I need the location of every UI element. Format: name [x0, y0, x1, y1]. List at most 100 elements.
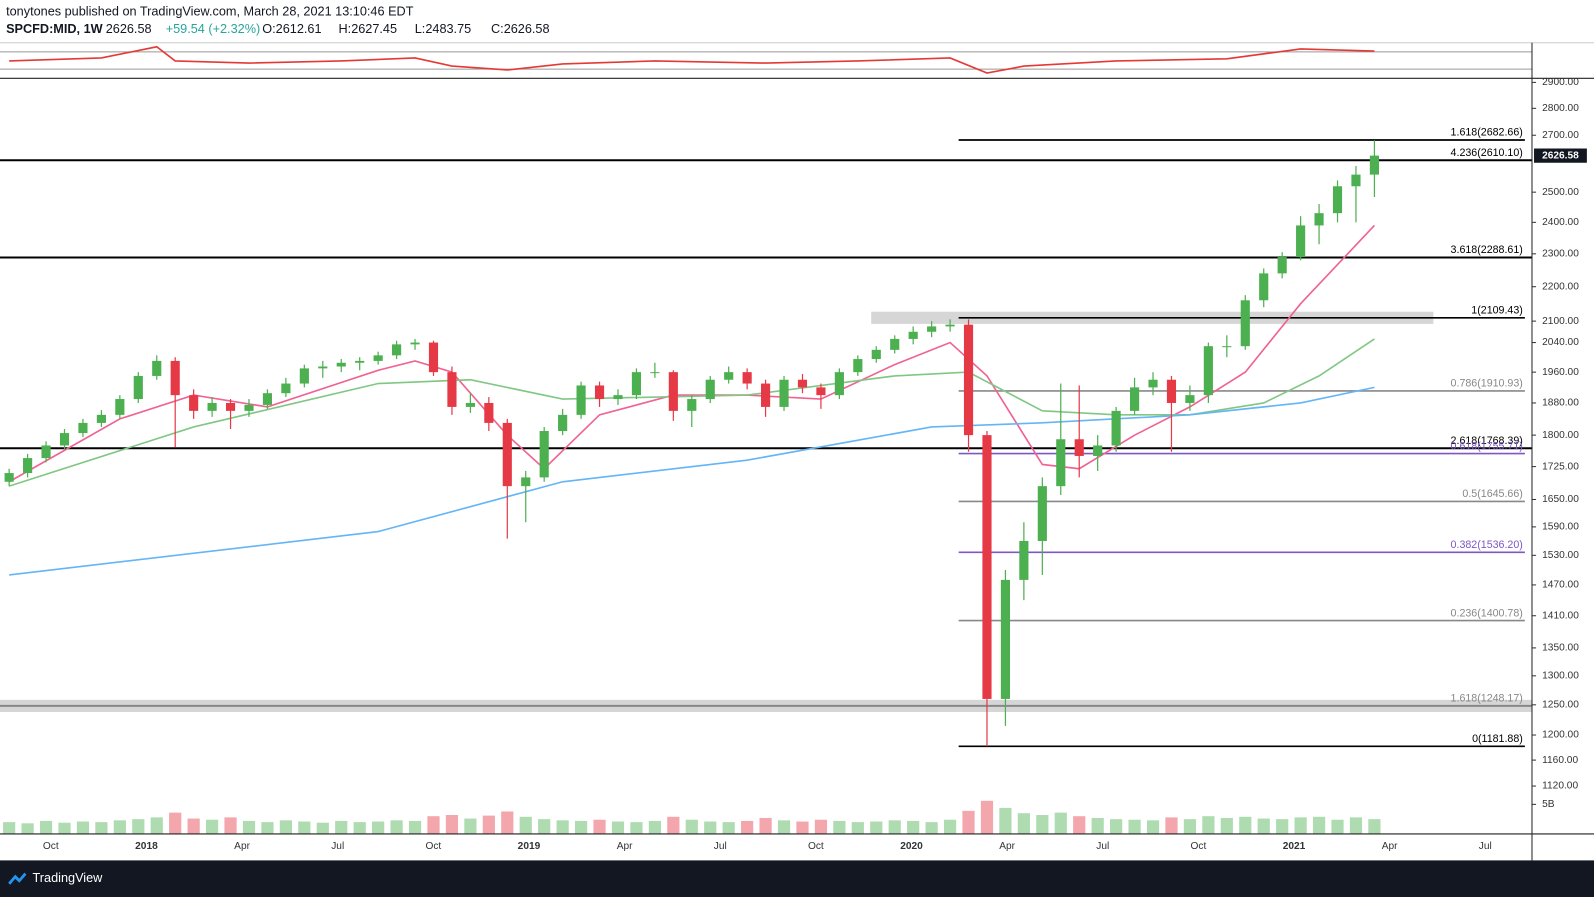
y-tick-label: 1250.00 — [1542, 700, 1579, 711]
volume-bar — [1073, 816, 1086, 834]
volume-bar — [741, 820, 754, 834]
y-tick-label: 2700.00 — [1542, 130, 1579, 141]
volume-bar — [316, 822, 329, 834]
candle-body — [539, 431, 549, 478]
candle-body — [392, 344, 402, 356]
x-tick-label: 2019 — [518, 841, 541, 852]
candle-body — [705, 379, 715, 400]
volume-bar — [279, 820, 292, 834]
candle-body — [1203, 346, 1213, 396]
candle-body — [59, 433, 70, 446]
volume-bar — [777, 820, 791, 834]
candle-body — [428, 342, 439, 373]
candle-body — [465, 402, 475, 407]
candle-body — [170, 360, 180, 396]
volume-bar — [1294, 817, 1307, 834]
candle-body — [521, 477, 531, 487]
candle-body — [225, 402, 236, 411]
candle-body — [1056, 439, 1066, 487]
volume-bar — [888, 820, 901, 834]
candle-body — [262, 393, 273, 405]
volume-bar — [21, 823, 34, 834]
y-tick-label: 1530.00 — [1542, 550, 1579, 561]
volume-bar — [1165, 817, 1178, 834]
candle-body — [484, 402, 494, 423]
ohlc: O:2612.61 H:2627.45 L:2483.75 C:2626.58 — [262, 22, 549, 36]
volume-bar — [1276, 819, 1289, 834]
candle-body — [797, 379, 808, 388]
ohlc-value: L:2483.75 — [415, 22, 471, 36]
candle-body — [133, 375, 143, 400]
candle-body — [1259, 273, 1269, 301]
candle-body — [631, 372, 642, 396]
y-tick-label: 2300.00 — [1542, 249, 1579, 260]
volume-bar — [611, 821, 625, 834]
candle-body — [871, 349, 881, 360]
candle-body — [687, 399, 697, 411]
volume-bar — [76, 821, 90, 834]
y-tick-label: 1725.00 — [1542, 461, 1579, 472]
brand: TradingView — [33, 871, 104, 885]
candle-body — [318, 366, 328, 369]
volume-bar — [1368, 819, 1381, 834]
volume-bar — [501, 811, 514, 834]
volume-bar — [1331, 819, 1344, 834]
volume-bar — [353, 822, 366, 834]
price-tag — [1534, 148, 1587, 163]
volume-bar — [1349, 817, 1363, 834]
candle-body — [373, 355, 383, 361]
x-tick-label: Apr — [617, 841, 633, 852]
change: +59.54 (+2.32%) — [166, 22, 261, 36]
candle-body — [816, 387, 826, 396]
candle-body — [1222, 346, 1232, 348]
candle-body — [1037, 486, 1047, 541]
volume-bar — [427, 816, 440, 834]
moving-average — [9, 386, 1375, 576]
candle-body — [1185, 395, 1195, 403]
candle-body — [742, 372, 752, 384]
volume-bar — [335, 820, 348, 834]
candle-body — [668, 372, 678, 411]
ohlc-value: C:2626.58 — [491, 22, 550, 36]
x-tick-label: Oct — [1190, 841, 1206, 852]
level-label: 2.618(1768.39) — [1451, 435, 1523, 447]
candle-body — [1129, 387, 1140, 411]
candle-body — [558, 414, 568, 432]
volume-bar — [556, 820, 569, 834]
y-tick-label: 1200.00 — [1542, 730, 1579, 741]
candle-body — [908, 331, 918, 339]
candle-body — [927, 326, 937, 332]
volume-bar — [648, 820, 661, 834]
y-tick-label: 1470.00 — [1542, 580, 1579, 591]
volume-bar — [390, 820, 403, 834]
candle-body — [78, 422, 88, 434]
candle-body — [1240, 300, 1250, 347]
volume-bar — [667, 816, 680, 834]
volume-bar — [630, 822, 643, 834]
y-tick-label: 1880.00 — [1542, 398, 1579, 409]
volume-bar — [593, 819, 606, 834]
volume-bar — [150, 817, 163, 834]
ohlc-value: O:2612.61 — [262, 22, 321, 36]
x-tick-label: Jul — [714, 841, 727, 852]
y-tick-label: 1350.00 — [1542, 643, 1579, 654]
rsi-line — [9, 45, 1375, 74]
volume-bar — [1110, 819, 1123, 834]
volume-bar — [372, 821, 385, 834]
x-tick-label: Jul — [1096, 841, 1109, 852]
volume-bar — [925, 822, 938, 834]
candle-body — [447, 372, 457, 407]
volume-bar — [1239, 816, 1252, 834]
volume-bar — [1183, 819, 1197, 834]
level-label: 1(2109.43) — [1471, 304, 1523, 316]
volume-bar — [759, 817, 772, 834]
y-tick-label: 2500.00 — [1542, 187, 1579, 198]
candle-body — [244, 404, 254, 411]
y-tick-label: 2200.00 — [1542, 281, 1579, 292]
candle-body — [890, 338, 900, 350]
volume-bar — [538, 819, 551, 834]
volume-bar — [205, 819, 219, 834]
volume-bar — [685, 819, 698, 834]
candle-body — [152, 360, 162, 376]
